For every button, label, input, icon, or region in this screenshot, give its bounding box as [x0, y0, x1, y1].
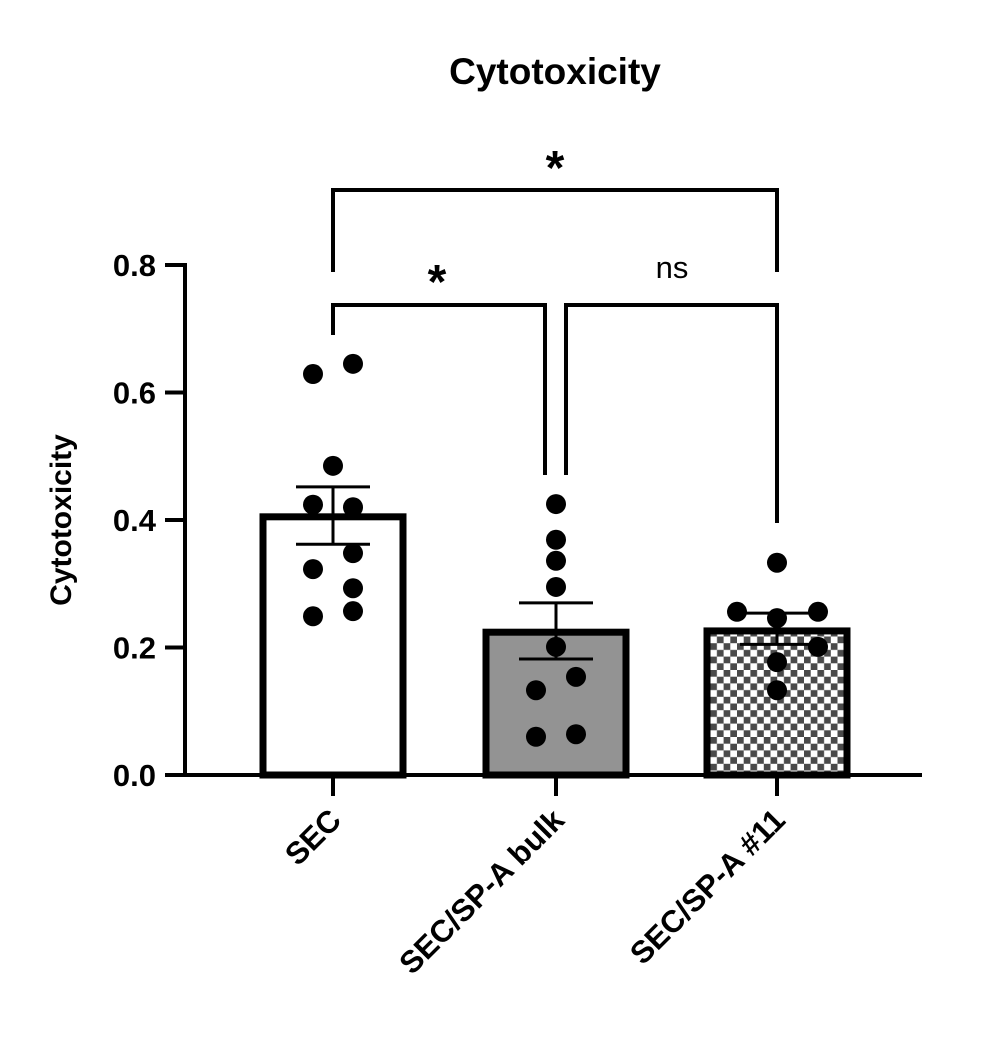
significance-label: ns	[656, 250, 689, 285]
data-point	[526, 680, 546, 701]
significance-bracket	[331, 303, 547, 475]
data-point	[323, 455, 343, 476]
data-point	[566, 724, 586, 745]
y-tick-label: 0.0	[113, 758, 156, 793]
data-point	[303, 364, 323, 385]
significance-bracket	[564, 303, 779, 523]
data-point	[808, 636, 828, 657]
y-tick-label: 0.4	[113, 503, 157, 538]
y-axis-label: Cytotoxicity	[45, 434, 78, 606]
data-point	[343, 578, 363, 599]
y-tick-label: 0.8	[113, 248, 156, 283]
x-tick-label: SEC/SP-A #11	[623, 802, 792, 971]
data-point	[546, 494, 566, 515]
data-point	[767, 680, 787, 701]
chart-title: Cytotoxicity	[449, 51, 661, 92]
data-point	[303, 559, 323, 580]
x-tick-label: SEC	[278, 802, 348, 872]
data-point	[526, 726, 546, 747]
data-point	[727, 601, 747, 622]
data-point	[303, 606, 323, 627]
significance-label: *	[546, 142, 565, 195]
y-tick-label: 0.6	[113, 376, 156, 411]
data-point	[566, 666, 586, 687]
significance-bracket	[331, 188, 779, 272]
x-tick-label: SEC/SP-A bulk	[392, 802, 571, 981]
data-point	[546, 550, 566, 571]
data-point	[343, 497, 363, 518]
data-point	[767, 652, 787, 673]
data-point	[546, 529, 566, 550]
data-point	[343, 543, 363, 564]
data-point	[343, 353, 363, 374]
bar-0	[259, 513, 407, 779]
data-point	[343, 601, 363, 622]
y-tick-label: 0.2	[113, 631, 156, 666]
data-point	[767, 552, 787, 573]
data-point	[808, 601, 828, 622]
data-point	[303, 494, 323, 515]
data-point	[546, 576, 566, 597]
significance-label: *	[428, 256, 447, 309]
